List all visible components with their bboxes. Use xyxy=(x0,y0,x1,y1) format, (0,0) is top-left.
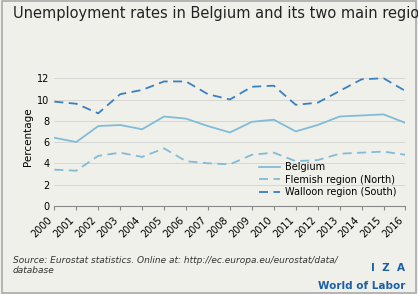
Text: Source: Eurostat statistics. Online at: http://ec.europa.eu/eurostat/data/
datab: Source: Eurostat statistics. Online at: … xyxy=(13,256,337,275)
Y-axis label: Percentage: Percentage xyxy=(23,107,33,166)
Text: World of Labor: World of Labor xyxy=(318,281,405,291)
Legend: Belgium, Flemish region (North), Walloon region (South): Belgium, Flemish region (North), Walloon… xyxy=(255,158,400,201)
Text: Unemployment rates in Belgium and its two main regions: Unemployment rates in Belgium and its tw… xyxy=(13,6,418,21)
Text: I  Z  A: I Z A xyxy=(372,263,405,273)
